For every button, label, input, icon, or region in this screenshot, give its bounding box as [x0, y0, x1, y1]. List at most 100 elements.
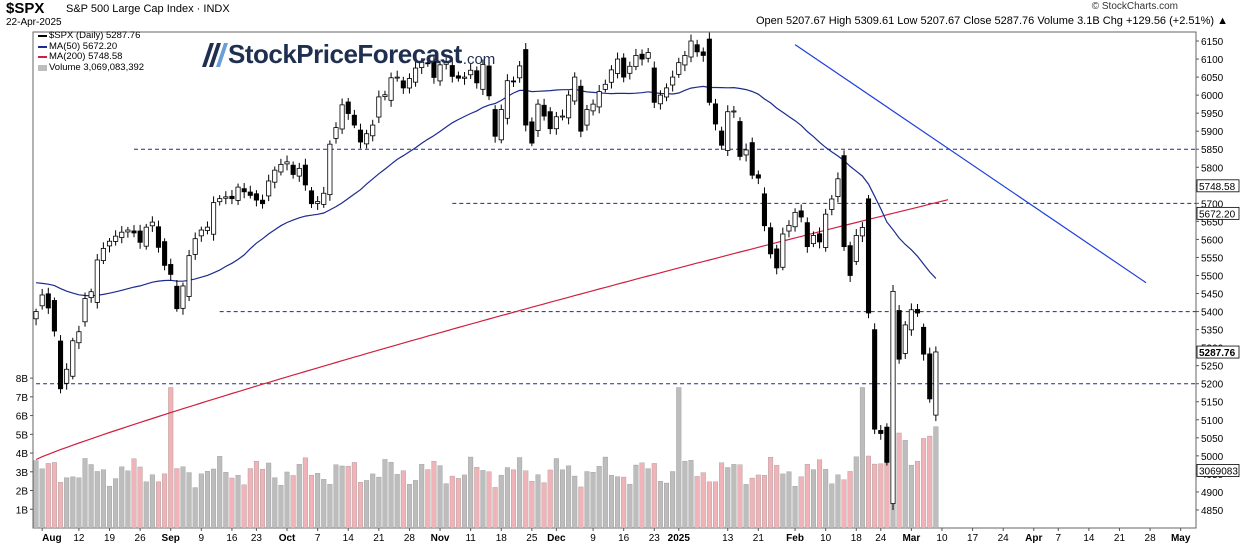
price-tick-label: 5200 — [1201, 380, 1224, 391]
volume-bar — [915, 460, 920, 529]
candle — [921, 326, 927, 355]
volume-bar — [853, 456, 859, 529]
volume-bar — [143, 481, 149, 529]
volume-bar — [504, 467, 510, 529]
volume-bar — [364, 480, 370, 529]
volume-bar — [706, 481, 712, 529]
volume-bar — [615, 476, 621, 529]
candle — [364, 133, 370, 145]
volume-bar — [192, 487, 198, 529]
stockcharts-credit: © StockCharts.com — [1091, 1, 1178, 12]
candle — [106, 240, 113, 247]
candle — [835, 178, 841, 197]
volume-bar — [866, 455, 871, 529]
volume-bar — [168, 387, 174, 529]
volume-bar — [376, 476, 382, 529]
date-tick-label: Apr — [1025, 533, 1042, 544]
date-tick-label: Nov — [431, 533, 450, 544]
volume-bar — [266, 462, 272, 529]
volume-bar — [327, 484, 333, 529]
candle — [229, 195, 235, 200]
candles — [33, 32, 939, 511]
candle — [633, 55, 639, 68]
volume-bar — [162, 473, 168, 529]
date-tick-label: Dec — [547, 533, 566, 544]
volume-bar — [462, 474, 468, 529]
volume-bar — [125, 470, 131, 529]
volume-bar — [798, 476, 804, 529]
candle — [517, 65, 523, 79]
volume-bar — [731, 464, 737, 529]
volume-bar — [792, 486, 798, 529]
candle — [290, 164, 296, 175]
candle — [670, 76, 676, 86]
candle — [768, 227, 774, 255]
candle — [64, 368, 70, 384]
candle — [927, 353, 933, 400]
volume-tick-label: 7B — [16, 393, 29, 404]
candle — [321, 192, 327, 205]
volume-bar — [290, 475, 296, 529]
candle — [896, 310, 902, 360]
volume-bar — [535, 474, 541, 529]
ohlc-summary: Open 5207.67 High 5309.61 Low 5207.67 Cl… — [755, 15, 1228, 27]
volume-bar — [437, 465, 443, 529]
date-tick-label: 9 — [590, 533, 596, 544]
volume-bar — [719, 462, 725, 529]
volume-bar — [229, 477, 235, 529]
volume-bar — [639, 462, 645, 529]
candle — [94, 259, 100, 303]
candle — [651, 67, 657, 103]
candle — [615, 58, 621, 74]
candle — [743, 149, 749, 156]
volume-tick-label: 2B — [16, 487, 29, 498]
volume-bar — [394, 474, 400, 529]
date-tick-label: 2025 — [668, 533, 691, 544]
candle — [278, 163, 284, 173]
date-tick-label: 12 — [73, 533, 85, 544]
candle — [296, 167, 302, 177]
legend-price: $SPX (Daily) 5287.76 — [38, 30, 144, 42]
volume-bar — [682, 460, 688, 529]
volume-tick-label: 5B — [16, 430, 29, 441]
volume-bars — [33, 387, 939, 529]
candle — [486, 65, 492, 97]
volume-bar — [933, 426, 939, 529]
candle — [841, 155, 847, 248]
date-tick-label: 17 — [967, 533, 979, 544]
volume-bar — [449, 475, 455, 529]
candle — [480, 64, 486, 90]
volume-bar — [370, 473, 376, 529]
candle — [829, 198, 835, 210]
candle — [33, 311, 39, 320]
candle — [523, 49, 529, 126]
price-tick-label: 4900 — [1201, 488, 1224, 499]
candle — [884, 426, 890, 463]
legend-volume-text: Volume 3,069,083,392 — [49, 61, 145, 73]
legend-ma200-text: MA(200) 5748.58 — [49, 51, 123, 62]
right-value-box — [1196, 206, 1240, 220]
logo-stripes-icon — [202, 42, 228, 67]
volume-bar — [572, 475, 578, 529]
candle — [602, 83, 608, 90]
volume-bar — [511, 469, 516, 529]
date-tick-label: 7 — [1055, 533, 1061, 544]
candle — [872, 329, 878, 430]
candle — [266, 180, 272, 197]
volume-bar — [39, 468, 45, 529]
candle — [198, 229, 204, 237]
right-value-box — [1196, 464, 1240, 477]
volume-bar — [443, 483, 449, 529]
volume-bar — [768, 457, 774, 529]
volume-bar — [272, 477, 278, 529]
symbol-label: $SPX — [6, 0, 45, 17]
volume-bar — [88, 464, 94, 529]
candle — [780, 233, 786, 268]
date-tick-label: 19 — [104, 533, 116, 544]
volume-bar — [878, 463, 884, 529]
volume-bar — [278, 485, 284, 529]
volume-bar — [810, 469, 816, 529]
volume-bar — [480, 470, 486, 529]
volume-bar — [76, 477, 82, 529]
candle — [204, 226, 210, 231]
